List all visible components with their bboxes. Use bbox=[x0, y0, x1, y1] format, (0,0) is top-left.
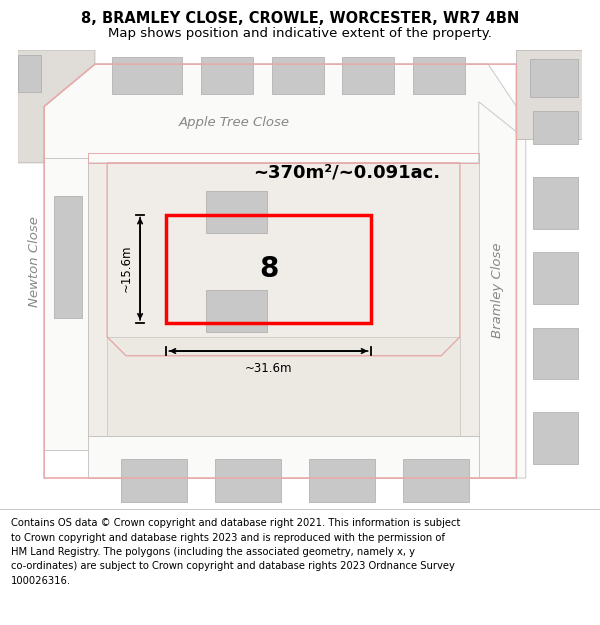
Bar bbox=[533, 412, 578, 464]
Polygon shape bbox=[517, 50, 582, 139]
Bar bbox=[343, 57, 394, 94]
Text: ~370m²/~0.091ac.: ~370m²/~0.091ac. bbox=[253, 163, 440, 181]
Text: 8, BRAMLEY CLOSE, CROWLE, WORCESTER, WR7 4BN: 8, BRAMLEY CLOSE, CROWLE, WORCESTER, WR7… bbox=[81, 11, 519, 26]
Polygon shape bbox=[44, 64, 517, 163]
Polygon shape bbox=[44, 158, 88, 450]
Bar bbox=[206, 290, 267, 332]
Bar bbox=[206, 191, 267, 234]
Bar bbox=[121, 459, 187, 501]
Polygon shape bbox=[479, 102, 526, 478]
Bar bbox=[53, 196, 82, 318]
Text: Apple Tree Close: Apple Tree Close bbox=[179, 116, 290, 129]
Text: Bramley Close: Bramley Close bbox=[491, 242, 504, 338]
Bar bbox=[530, 59, 578, 97]
Text: ~15.6m: ~15.6m bbox=[119, 245, 133, 292]
Text: 8: 8 bbox=[259, 255, 278, 282]
Bar bbox=[533, 253, 578, 304]
Text: Contains OS data © Crown copyright and database right 2021. This information is : Contains OS data © Crown copyright and d… bbox=[11, 518, 460, 586]
Bar bbox=[18, 55, 41, 92]
Polygon shape bbox=[107, 337, 460, 436]
Text: ~31.6m: ~31.6m bbox=[245, 362, 292, 376]
Bar bbox=[112, 57, 182, 94]
Bar bbox=[166, 214, 371, 322]
Text: Map shows position and indicative extent of the property.: Map shows position and indicative extent… bbox=[108, 27, 492, 40]
Polygon shape bbox=[88, 163, 479, 436]
Bar bbox=[413, 57, 464, 94]
Polygon shape bbox=[88, 436, 479, 478]
Bar bbox=[310, 459, 375, 501]
Bar bbox=[215, 459, 281, 501]
Bar bbox=[533, 177, 578, 229]
Bar bbox=[533, 328, 578, 379]
Bar bbox=[403, 459, 469, 501]
Bar bbox=[533, 111, 578, 144]
Text: Newton Close: Newton Close bbox=[28, 216, 41, 307]
Bar bbox=[201, 57, 253, 94]
Bar bbox=[272, 57, 323, 94]
Polygon shape bbox=[18, 50, 95, 163]
